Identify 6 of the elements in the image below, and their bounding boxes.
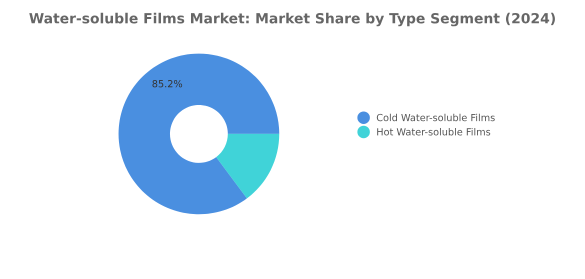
data-label: 85.2% xyxy=(152,80,182,88)
legend-label: Cold Water-soluble Films xyxy=(376,114,495,122)
chart-title: Water-soluble Films Market: Market Share by Type Segment (2024) xyxy=(29,12,555,26)
donut-slice xyxy=(118,54,280,214)
legend-label: Hot Water-soluble Films xyxy=(377,128,490,136)
donut-slice xyxy=(216,134,280,198)
